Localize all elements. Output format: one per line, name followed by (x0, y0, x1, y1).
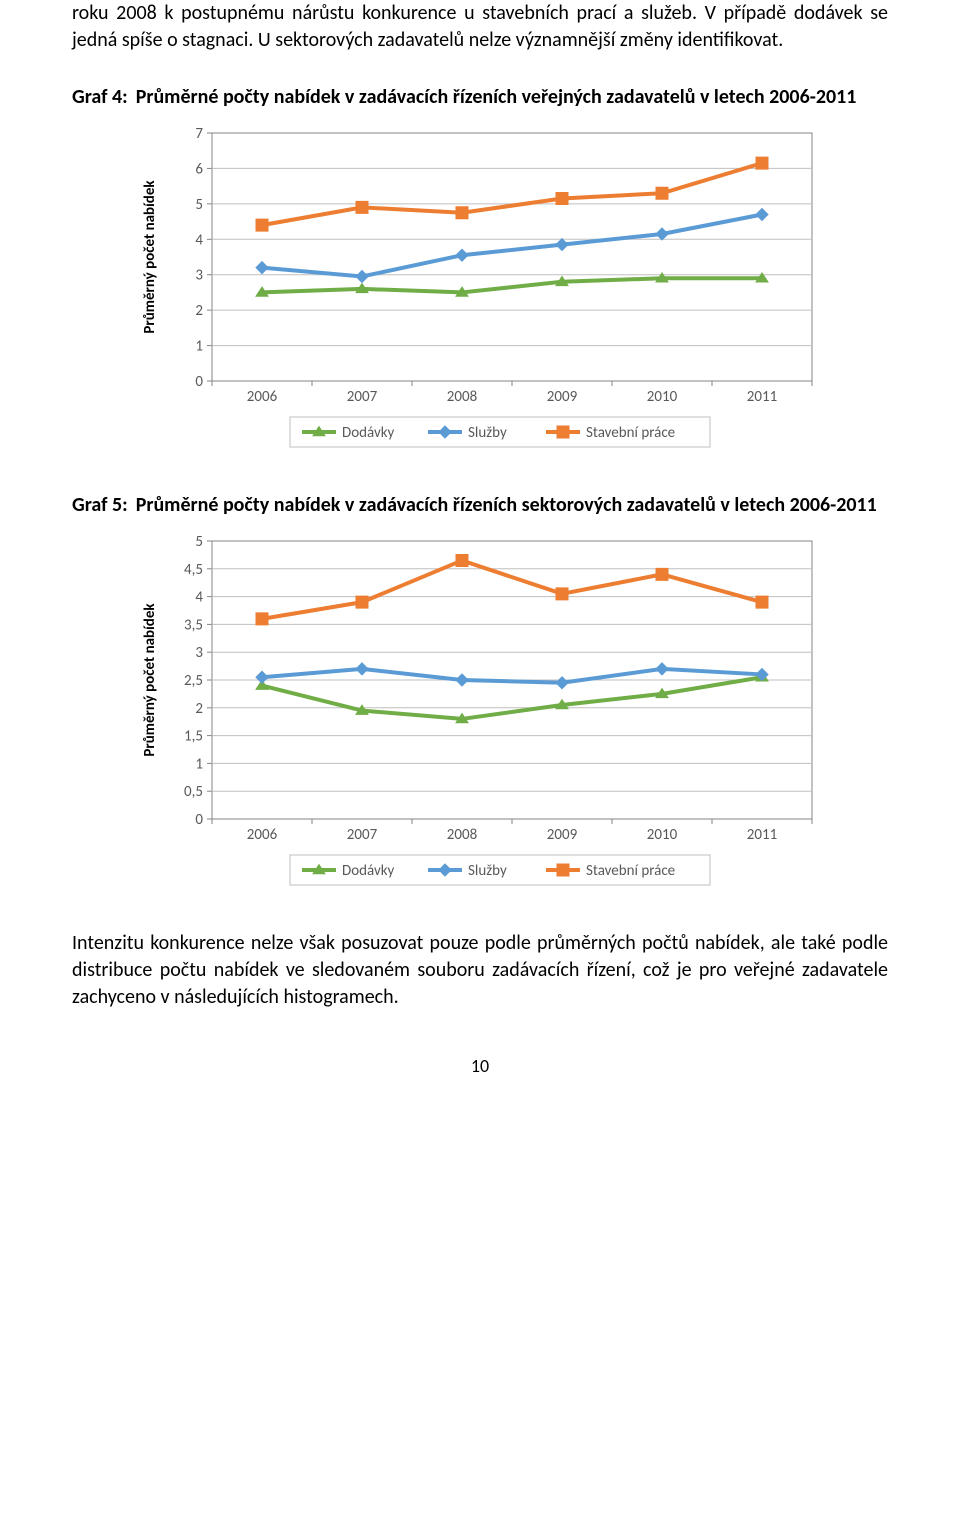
svg-text:5: 5 (195, 533, 203, 551)
svg-text:7: 7 (195, 125, 203, 143)
svg-text:0: 0 (195, 811, 203, 829)
svg-text:2008: 2008 (447, 388, 477, 406)
svg-text:Služby: Služby (468, 424, 507, 442)
page-number: 10 (72, 1055, 888, 1077)
svg-text:2,5: 2,5 (184, 672, 203, 690)
svg-text:Stavební práce: Stavební práce (586, 424, 675, 442)
svg-text:2: 2 (195, 302, 203, 320)
svg-text:2011: 2011 (747, 388, 777, 406)
svg-text:0: 0 (195, 373, 203, 391)
svg-text:6: 6 (195, 160, 203, 178)
chart5: 0 0,5 1 1,5 2 2,5 3 3,5 4 4,5 5 2006 2007 2008 2009 201… (132, 531, 832, 891)
graf5-rest: Průměrné počty nabídek v zadávacích říze… (136, 492, 888, 519)
graf4-prefix: Graf 4: (72, 84, 136, 111)
svg-text:2007: 2007 (347, 388, 378, 406)
closing-paragraph: Intenzitu konkurence nelze však posuzova… (72, 930, 888, 1011)
svg-text:Dodávky: Dodávky (342, 424, 395, 442)
svg-text:Stavební práce: Stavební práce (586, 862, 675, 880)
svg-text:2: 2 (195, 700, 203, 718)
chart4-container: 0 1 2 3 4 5 6 7 2006 2007 2008 2009 2010 2011 Průměrný… (132, 123, 888, 458)
svg-text:2007: 2007 (347, 826, 378, 844)
svg-text:3,5: 3,5 (184, 616, 203, 634)
chart4: 0 1 2 3 4 5 6 7 2006 2007 2008 2009 2010 2011 Průměrný… (132, 123, 832, 453)
svg-text:2010: 2010 (647, 388, 678, 406)
graf4-rest: Průměrné počty nabídek v zadávacích říze… (136, 84, 888, 111)
svg-text:2006: 2006 (247, 826, 278, 844)
svg-text:2009: 2009 (547, 388, 578, 406)
graf4-title: Graf 4: Průměrné počty nabídek v zadávac… (72, 84, 888, 111)
chart5-container: 0 0,5 1 1,5 2 2,5 3 3,5 4 4,5 5 2006 2007 2008 2009 201… (132, 531, 888, 896)
svg-text:2008: 2008 (447, 826, 477, 844)
svg-text:0,5: 0,5 (184, 783, 203, 801)
svg-text:4: 4 (195, 231, 203, 249)
svg-text:Průměrný počet nabídek: Průměrný počet nabídek (141, 180, 159, 334)
svg-text:1: 1 (195, 338, 203, 356)
graf5-title: Graf 5: Průměrné počty nabídek v zadávac… (72, 492, 888, 519)
svg-text:5: 5 (195, 196, 203, 214)
svg-text:Dodávky: Dodávky (342, 862, 395, 880)
svg-text:2010: 2010 (647, 826, 678, 844)
svg-text:2011: 2011 (747, 826, 777, 844)
svg-text:2009: 2009 (547, 826, 578, 844)
svg-text:4,5: 4,5 (184, 561, 203, 579)
intro-paragraph: roku 2008 k postupnému nárůstu konkurenc… (72, 0, 888, 54)
svg-text:Průměrný počet nabídek: Průměrný počet nabídek (141, 603, 159, 757)
svg-text:1,5: 1,5 (184, 728, 203, 746)
svg-text:3: 3 (195, 644, 203, 662)
svg-text:1: 1 (195, 755, 203, 773)
svg-text:2006: 2006 (247, 388, 278, 406)
svg-text:3: 3 (195, 267, 203, 285)
svg-text:4: 4 (195, 589, 203, 607)
svg-text:Služby: Služby (468, 862, 507, 880)
graf5-prefix: Graf 5: (72, 492, 136, 519)
